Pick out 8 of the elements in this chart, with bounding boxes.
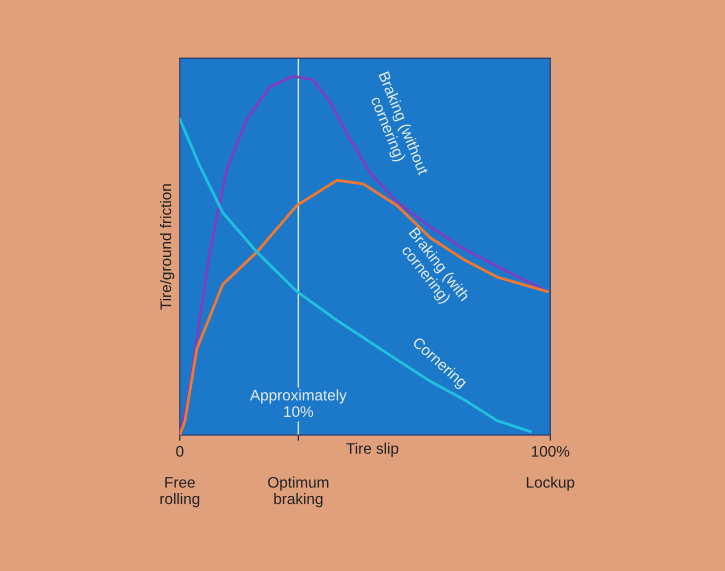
x-axis-title: Tire slip: [346, 442, 398, 457]
x-tick-label: 100%: [532, 446, 570, 457]
y-axis-title: Tire/ground friction: [160, 184, 174, 310]
ref-line-label: Approximately 10%: [250, 389, 347, 418]
text: Lockup: [526, 476, 574, 491]
x-tick-label: 0: [176, 446, 184, 457]
text: Free rolling: [160, 477, 200, 508]
text: Optimum braking: [268, 476, 328, 508]
